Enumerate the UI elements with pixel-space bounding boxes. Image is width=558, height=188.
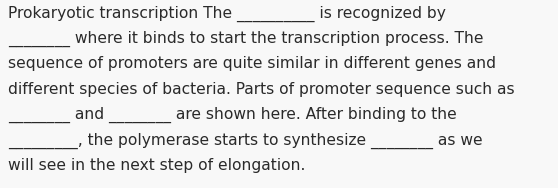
Text: sequence of promoters are quite similar in different genes and: sequence of promoters are quite similar … [8, 56, 497, 71]
Text: ________ where it binds to start the transcription process. The: ________ where it binds to start the tra… [8, 31, 484, 47]
Text: _________, the polymerase starts to synthesize ________ as we: _________, the polymerase starts to synt… [8, 133, 483, 149]
Text: different species of bacteria. Parts of promoter sequence such as: different species of bacteria. Parts of … [8, 82, 515, 97]
Text: ________ and ________ are shown here. After binding to the: ________ and ________ are shown here. Af… [8, 107, 457, 123]
Text: will see in the next step of elongation.: will see in the next step of elongation. [8, 158, 306, 173]
Text: Prokaryotic transcription The __________ is recognized by: Prokaryotic transcription The __________… [8, 6, 446, 22]
